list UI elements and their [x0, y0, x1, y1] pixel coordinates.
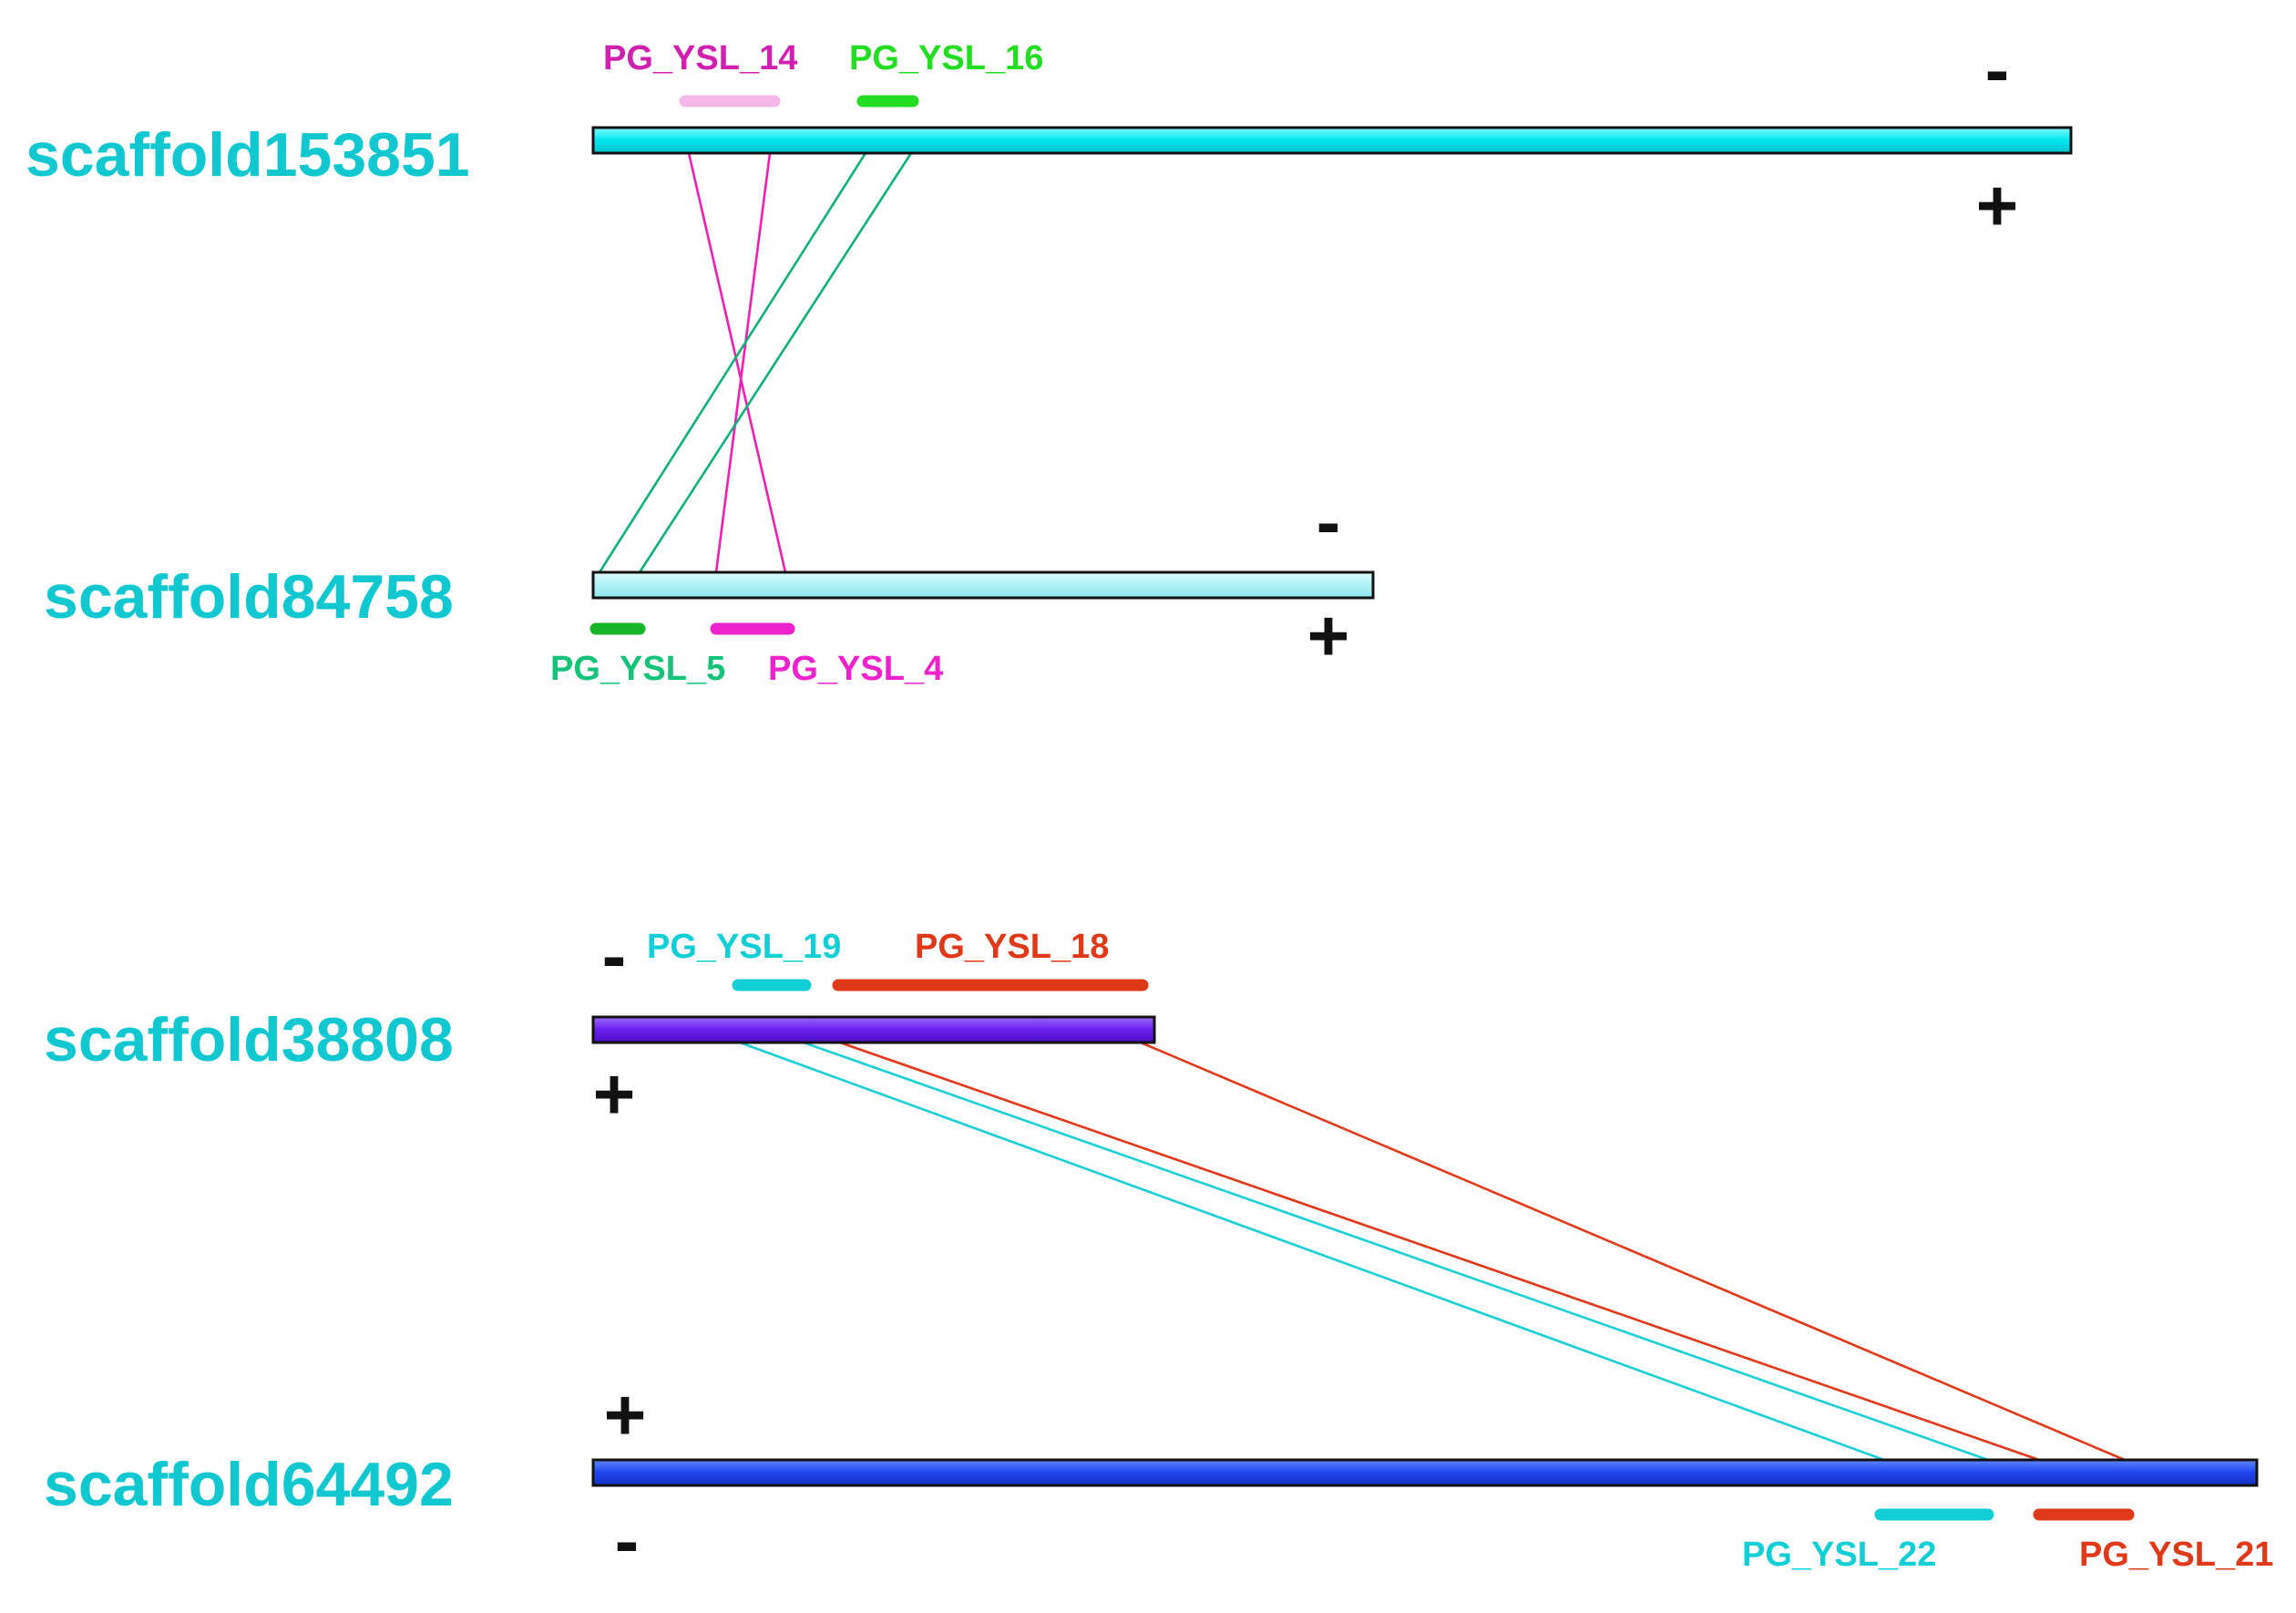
strand-plus-84758: +	[1307, 595, 1350, 676]
strand-plus-38808: +	[593, 1053, 636, 1135]
strand-minus-153851: -	[1985, 29, 2010, 110]
scaffold-bar-38808	[591, 1015, 1156, 1044]
strand-minus-38808: -	[602, 915, 627, 996]
link-pg-ysl-14-to-4-a	[687, 152, 787, 573]
scaffold-bar-153851	[591, 126, 2073, 155]
scaffold-bar-84758	[591, 570, 1375, 600]
strand-plus-64492: +	[604, 1374, 647, 1455]
link-pg-ysl-18-to-21-a	[839, 1041, 2040, 1462]
scaffold-label-38808: scaffold38808	[44, 1005, 454, 1074]
gene-label-pg-ysl-16: PG_YSL_16	[849, 39, 1043, 77]
scaffold-label-64492: scaffold64492	[44, 1450, 454, 1519]
links-top	[598, 152, 913, 573]
gene-label-pg-ysl-14: PG_YSL_14	[603, 39, 797, 77]
link-pg-ysl-19-to-22-a	[739, 1041, 1885, 1462]
link-pg-ysl-14-to-4-b	[714, 152, 772, 573]
scaffold-label-153851: scaffold153851	[26, 120, 470, 190]
strand-minus-84758: -	[1317, 481, 1341, 562]
gene-label-pg-ysl-5: PG_YSL_5	[550, 650, 725, 688]
scaffold-bar-64492	[591, 1458, 2259, 1487]
gene-label-pg-ysl-4: PG_YSL_4	[768, 650, 943, 688]
gene-label-pg-ysl-21: PG_YSL_21	[2079, 1536, 2273, 1574]
strand-minus-64492: -	[615, 1500, 640, 1581]
link-pg-ysl-16-to-5-a	[598, 152, 867, 573]
link-pg-ysl-18-to-21-b	[1140, 1041, 2126, 1462]
strand-plus-153851: +	[1976, 165, 2019, 246]
link-pg-ysl-16-to-5-b	[638, 152, 913, 573]
links-bottom	[739, 1041, 2126, 1462]
scaffold-label-84758: scaffold84758	[44, 562, 454, 632]
link-pg-ysl-19-to-22-b	[803, 1041, 1989, 1462]
gene-label-pg-ysl-22: PG_YSL_22	[1742, 1536, 1936, 1574]
gene-label-pg-ysl-19: PG_YSL_19	[647, 928, 841, 966]
gene-label-pg-ysl-18: PG_YSL_18	[915, 928, 1109, 966]
